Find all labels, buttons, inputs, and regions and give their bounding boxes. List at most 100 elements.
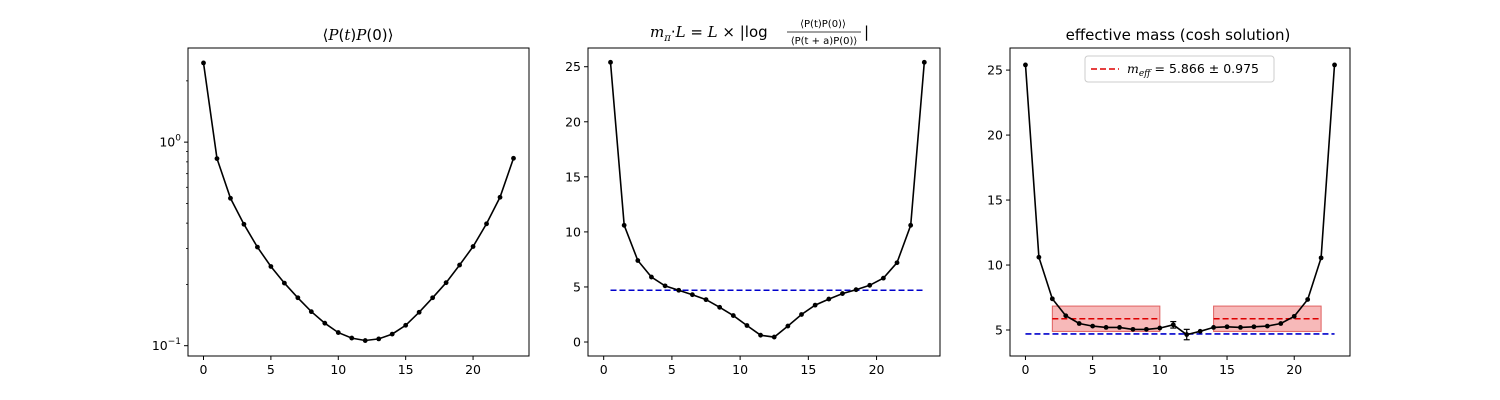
panel-title-pion-mass: mπ·L = L × |log <box>650 23 768 44</box>
y-tick-label: 100 <box>159 134 181 150</box>
data-point <box>268 264 274 269</box>
data-point <box>826 296 832 302</box>
data-point <box>1332 62 1337 68</box>
data-point <box>349 335 355 341</box>
data-point <box>608 59 613 65</box>
data-point <box>1291 313 1297 319</box>
y-tick-label: 0 <box>573 335 581 350</box>
data-point <box>1144 326 1149 332</box>
data-point <box>1023 62 1028 68</box>
data-point <box>840 291 845 296</box>
x-tick-label: 5 <box>668 362 676 377</box>
data-point <box>228 195 233 201</box>
data-point <box>853 287 859 293</box>
data-point <box>255 244 260 250</box>
data-point <box>201 60 206 66</box>
y-tick-label: 10−1 <box>152 337 181 353</box>
data-point <box>771 334 777 340</box>
data-point <box>758 332 763 338</box>
x-tick-label: 10 <box>1152 362 1168 377</box>
data-point <box>295 295 301 301</box>
data-point <box>1264 323 1270 329</box>
x-tick-label: 20 <box>465 362 481 377</box>
data-point <box>812 302 818 308</box>
data-point <box>362 338 368 343</box>
data-point <box>1049 296 1055 302</box>
y-tick-label: 20 <box>987 128 1003 143</box>
data-point <box>241 221 247 227</box>
data-point <box>730 313 736 318</box>
data-point <box>1063 313 1069 319</box>
data-point <box>1318 255 1324 261</box>
legend-box <box>1084 55 1275 83</box>
data-point <box>335 330 341 335</box>
data-point <box>416 309 422 315</box>
series-line <box>1024 64 1336 336</box>
x-tick-label: 5 <box>1089 362 1097 377</box>
data-point <box>744 323 750 328</box>
data-point <box>376 336 382 342</box>
data-point <box>389 331 395 337</box>
series-line <box>609 62 926 338</box>
panel-correlator: ⟨P(t)P(0)⟩ 0 5 10 15 20 100 10−1 <box>152 26 530 377</box>
data-point <box>214 156 220 162</box>
x-tick-label: 10 <box>732 362 748 377</box>
y-tick-label: 25 <box>987 63 1003 78</box>
y-tick-label: 15 <box>987 193 1003 208</box>
data-point <box>689 292 695 298</box>
data-point <box>1090 323 1096 329</box>
data-point <box>621 222 627 228</box>
data-point <box>1197 328 1203 334</box>
data-point <box>403 322 409 328</box>
x-tick-label: 10 <box>330 362 346 377</box>
data-point <box>484 221 489 227</box>
data-point <box>1036 254 1042 260</box>
panel-effective-mass: effective mass (cosh solution) 0 5 10 15 20 5… <box>987 26 1351 377</box>
data-point <box>1117 325 1122 330</box>
data-point <box>1170 322 1176 328</box>
data-point <box>921 59 927 65</box>
data-point <box>1238 325 1243 330</box>
data-point <box>908 222 914 228</box>
data-point <box>635 258 641 263</box>
data-point <box>785 323 791 329</box>
data-point <box>676 287 682 293</box>
y-tick-label: 5 <box>995 323 1003 338</box>
axes-frame <box>1009 47 1351 357</box>
x-tick-label: 0 <box>200 362 208 377</box>
y-tick-label: 5 <box>573 279 581 294</box>
data-point <box>443 280 449 286</box>
data-point <box>497 194 503 200</box>
x-tick-label: 5 <box>267 362 275 377</box>
data-point <box>703 297 709 303</box>
panel-pion-mass: mπ·L = L × |log ⟨P(t)P(0)⟩ ⟨P(t + a)P(0)… <box>565 19 941 377</box>
data-point <box>1130 326 1136 332</box>
data-point <box>1157 325 1163 331</box>
data-point <box>457 262 462 268</box>
data-point <box>649 274 654 280</box>
data-point <box>1184 332 1190 337</box>
x-tick-label: 15 <box>398 362 414 377</box>
legend-label: meff = 5.866 ± 0.975 <box>1127 61 1259 79</box>
axes-frame <box>187 47 530 357</box>
data-point <box>894 260 900 266</box>
x-tick-label: 20 <box>869 362 885 377</box>
panel-title-correlator: ⟨P(t)P(0)⟩ <box>323 26 394 44</box>
data-point <box>662 283 668 289</box>
data-point <box>1305 297 1311 302</box>
data-point <box>322 320 328 326</box>
x-tick-label: 0 <box>1021 362 1029 377</box>
x-tick-label: 15 <box>800 362 816 377</box>
data-point <box>308 309 314 315</box>
data-point <box>1103 325 1109 330</box>
data-point <box>1251 324 1257 330</box>
title-fraction-denominator: ⟨P(t + a)P(0)⟩ <box>791 36 858 47</box>
y-tick-label: 15 <box>565 169 581 184</box>
data-point <box>1224 324 1230 330</box>
data-point <box>511 155 516 161</box>
y-tick-label: 20 <box>565 114 581 129</box>
data-point <box>880 275 886 281</box>
data-point <box>1076 321 1082 326</box>
data-point <box>799 312 804 317</box>
